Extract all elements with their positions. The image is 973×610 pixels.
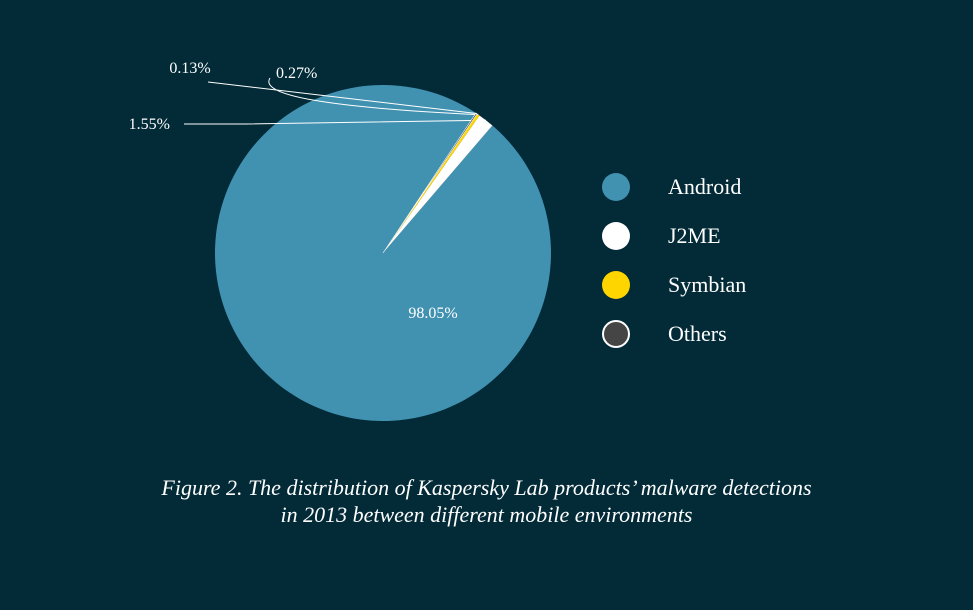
legend: Android J2ME Symbian Others: [602, 162, 746, 358]
legend-swatch-j2me: [602, 221, 630, 250]
legend-swatch-android: [602, 172, 630, 201]
leader-line-others: [207, 81, 477, 114]
legend-label-others: Others: [668, 320, 727, 346]
legend-item-symbian: Symbian: [602, 260, 746, 309]
legend-item-j2me: J2ME: [602, 211, 746, 260]
legend-swatch-others: [602, 319, 630, 348]
data-label-symbian: 0.27%: [276, 65, 317, 82]
legend-item-android: Android: [602, 162, 746, 211]
legend-swatch-symbian: [602, 270, 630, 299]
pie-slice-android: [214, 84, 551, 421]
legend-label-symbian: Symbian: [668, 271, 747, 297]
pie-slice-symbian: [383, 113, 480, 253]
data-label-j2me: 1.55%: [129, 116, 170, 133]
legend-label-j2me: J2ME: [668, 222, 721, 248]
figure-caption-line-1: Figure 2. The distribution of Kaspersky …: [161, 475, 812, 500]
data-label-others: 0.13%: [169, 60, 210, 77]
pie-chart: 98.05% 1.55% 0.27% 0.13%: [129, 60, 551, 421]
legend-item-others: Others: [602, 309, 746, 358]
pie-slice-j2me: [383, 115, 493, 253]
leader-line-symbian: [268, 77, 479, 116]
legend-label-android: Android: [668, 173, 742, 199]
figure-caption-line-2: in 2013 between different mobile environ…: [280, 502, 693, 527]
data-label-android: 98.05%: [408, 305, 457, 322]
leader-line-j2me: [184, 119, 487, 125]
